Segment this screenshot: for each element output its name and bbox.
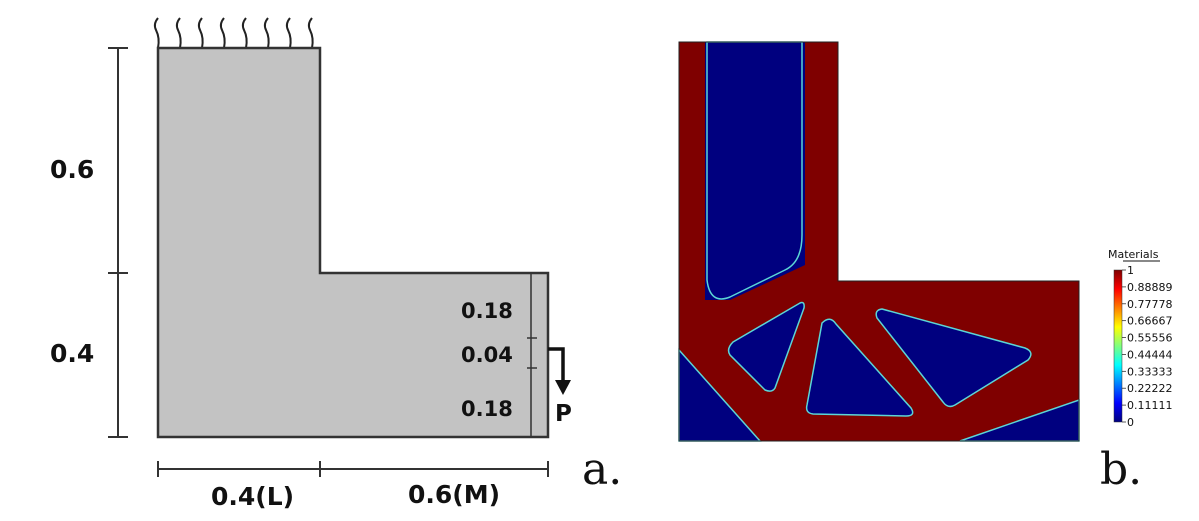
load-arrow xyxy=(548,347,571,395)
upper-void xyxy=(706,41,803,300)
panel-a-label: a. xyxy=(582,444,622,495)
segment-ticks xyxy=(527,337,537,369)
void-hole-2 xyxy=(805,318,914,417)
vertical-dimension xyxy=(108,47,128,438)
segment-middle-label: 0.04 xyxy=(461,343,513,367)
panel-b: Materials 1 0.88889 0.77778 0.66667 0.55556 0… xyxy=(678,41,1173,495)
colorbar-tick-label: 0.11111 xyxy=(1127,399,1173,412)
colorbar xyxy=(1113,269,1123,423)
colorbar-title: Materials xyxy=(1108,248,1159,261)
colorbar-tick-label: 0.44444 xyxy=(1127,348,1173,361)
fixed-support-hatch xyxy=(153,17,314,49)
colorbar-tick-label: 0.77778 xyxy=(1127,298,1173,311)
colorbar-tick-label: 0.88889 xyxy=(1127,281,1173,294)
colorbar-tick-label: 0 xyxy=(1127,416,1134,429)
colorbar-tick-label: 0.66667 xyxy=(1127,315,1173,328)
void-hole-3 xyxy=(875,308,1032,408)
colorbar-tick-label: 0.55556 xyxy=(1127,332,1173,345)
horizontal-dimension xyxy=(157,461,549,477)
colorbar-tick-label: 0.33333 xyxy=(1127,365,1173,378)
colorbar-tick-label: 0.22222 xyxy=(1127,382,1173,395)
height-top-label: 0.6 xyxy=(50,155,94,184)
height-bottom-label: 0.4 xyxy=(50,339,94,368)
width-right-label: 0.6(M) xyxy=(408,480,500,509)
void-hole-1 xyxy=(727,301,805,392)
l-shaped-domain xyxy=(156,46,550,439)
width-left-label: 0.4(L) xyxy=(211,482,294,511)
load-label: P xyxy=(555,401,572,427)
colorbar-tick-label: 1 xyxy=(1127,264,1134,277)
panel-b-label: b. xyxy=(1100,444,1142,495)
colorbar-ticks: 1 0.88889 0.77778 0.66667 0.55556 0.44444 0.33… xyxy=(1122,264,1173,429)
segment-upper-label: 0.18 xyxy=(461,299,513,323)
domain-outline xyxy=(678,41,1080,442)
panel-a: 0.6 0.4 0.4(L) 0.6(M) 0.18 0.04 0.18 P a… xyxy=(50,17,622,511)
segment-lower-label: 0.18 xyxy=(461,397,513,421)
